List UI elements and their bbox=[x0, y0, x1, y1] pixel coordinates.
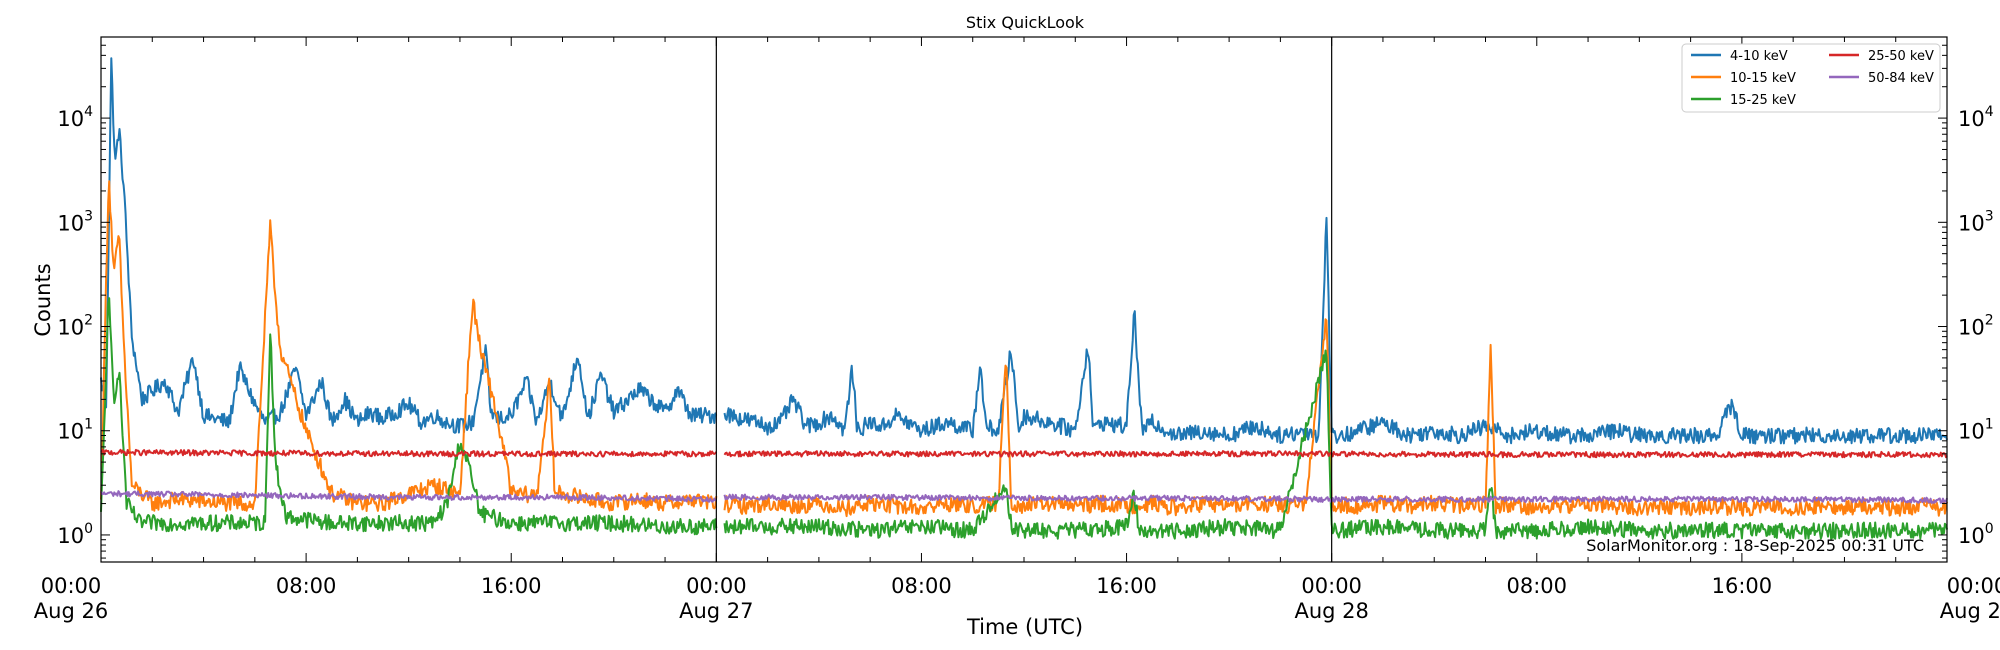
y-tick-label-exponent: 0 bbox=[84, 521, 93, 537]
x-tick-label-time: 08:00 bbox=[276, 574, 337, 598]
y-tick-label-right: 100 bbox=[1958, 521, 1994, 548]
series-line-4-10-kev bbox=[100, 57, 1948, 445]
legend-label-15-25-kev: 15-25 keV bbox=[1730, 93, 1796, 108]
series-line-10-15-kev bbox=[100, 180, 1948, 518]
series-line-15-25-kev bbox=[100, 297, 1948, 540]
y-tick-label: 104 bbox=[57, 104, 93, 131]
x-tick-label-time: 00:00 bbox=[686, 574, 747, 598]
y-tick-label-exponent: 1 bbox=[84, 417, 93, 433]
credit-text: SolarMonitor.org : 18-Sep-2025 00:31 UTC bbox=[1586, 536, 1924, 555]
plot-frame bbox=[100, 36, 1948, 563]
y-tick-label-exponent: 4 bbox=[1985, 104, 1994, 120]
x-tick-label-date: Aug 27 bbox=[679, 599, 753, 623]
y-tick-label-right: 103 bbox=[1958, 208, 1994, 235]
legend-box bbox=[1681, 43, 1941, 113]
day-boundary-lines bbox=[715, 37, 1333, 562]
y-tick-label: 100 bbox=[57, 521, 93, 548]
y-tick-label-exponent: 3 bbox=[1985, 208, 1994, 224]
x-tick-label-time: 00:00 bbox=[1301, 574, 1362, 598]
x-tick-label-time: 00:00 bbox=[1947, 574, 2000, 598]
y-tick-label-right: 101 bbox=[1958, 417, 1994, 444]
x-tick-label-time: 16:00 bbox=[1096, 574, 1157, 598]
y-tick-label-right: 104 bbox=[1958, 104, 1994, 131]
y-tick-label-base: 10 bbox=[1958, 524, 1985, 548]
y-tick-label-base: 10 bbox=[1958, 107, 1985, 131]
y-tick-label-exponent: 2 bbox=[1985, 313, 1994, 329]
legend-label-10-15-kev: 10-15 keV bbox=[1730, 71, 1796, 86]
y-tick-label-base: 10 bbox=[1958, 316, 1985, 340]
y-tick-label-base: 10 bbox=[57, 107, 84, 131]
x-tick-label-time: 16:00 bbox=[481, 574, 542, 598]
y-axis-label: Counts bbox=[31, 263, 55, 336]
x-tick-label-time: 08:00 bbox=[891, 574, 952, 598]
x-tick-label-time: 08:00 bbox=[1507, 574, 1568, 598]
legend-label-50-84-kev: 50-84 keV bbox=[1868, 71, 1934, 86]
y-tick-label-exponent: 3 bbox=[84, 208, 93, 224]
y-tick-label-exponent: 2 bbox=[84, 313, 93, 329]
y-tick-label-right: 102 bbox=[1958, 313, 1994, 340]
y-tick-label-base: 10 bbox=[57, 211, 84, 235]
x-tick-label-time: 16:00 bbox=[1712, 574, 1773, 598]
y-tick-label-exponent: 0 bbox=[1985, 521, 1994, 537]
plot-series-group bbox=[100, 57, 1948, 540]
legend: 4-10 keV 10-15 keV 15-25 keV 25-50 keV 50-84… bbox=[1681, 43, 1941, 113]
y-tick-label: 103 bbox=[57, 208, 93, 235]
series-line-50-84-kev bbox=[100, 490, 1948, 504]
x-tick-label-date: Aug 28 bbox=[1294, 599, 1368, 623]
legend-label-25-50-kev: 25-50 keV bbox=[1868, 49, 1934, 64]
y-tick-label-base: 10 bbox=[57, 316, 84, 340]
y-tick-label: 102 bbox=[57, 313, 93, 340]
legend-label-4-10-kev: 4-10 keV bbox=[1730, 49, 1788, 64]
y-tick-label-base: 10 bbox=[1958, 211, 1985, 235]
y-tick-label-exponent: 1 bbox=[1985, 417, 1994, 433]
x-tick-label-date: Aug 26 bbox=[34, 599, 108, 623]
x-tick-label-date: Aug 29 bbox=[1940, 599, 2000, 623]
y-tick-label-base: 10 bbox=[1958, 420, 1985, 444]
x-tick-label-time: 00:00 bbox=[41, 574, 102, 598]
chart-title: Stix QuickLook bbox=[966, 13, 1085, 32]
x-axis-label: Time (UTC) bbox=[966, 615, 1083, 639]
y-tick-label-base: 10 bbox=[57, 524, 84, 548]
series-line-25-50-kev bbox=[100, 448, 1948, 459]
y-tick-label-exponent: 4 bbox=[84, 104, 93, 120]
y-tick-label: 101 bbox=[57, 417, 93, 444]
y-tick-label-base: 10 bbox=[57, 420, 84, 444]
